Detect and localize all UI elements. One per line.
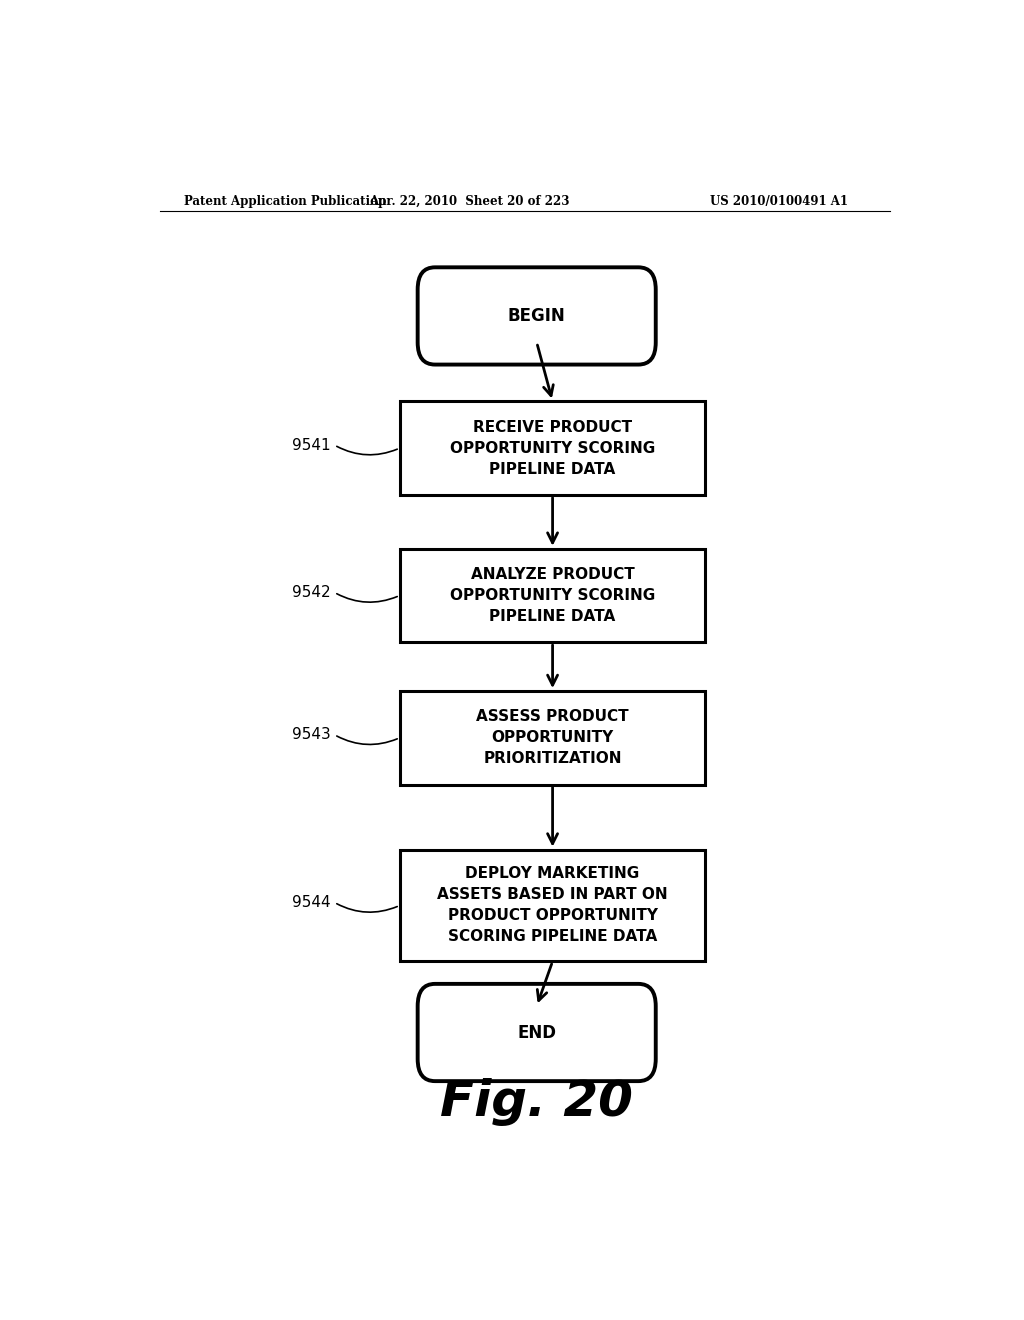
Text: Fig. 20: Fig. 20 bbox=[440, 1077, 633, 1126]
Text: ASSESS PRODUCT
OPPORTUNITY
PRIORITIZATION: ASSESS PRODUCT OPPORTUNITY PRIORITIZATIO… bbox=[476, 709, 629, 766]
Bar bbox=[399, 850, 706, 961]
Text: Apr. 22, 2010  Sheet 20 of 223: Apr. 22, 2010 Sheet 20 of 223 bbox=[369, 194, 569, 207]
Text: DEPLOY MARKETING
ASSETS BASED IN PART ON
PRODUCT OPPORTUNITY
SCORING PIPELINE DA: DEPLOY MARKETING ASSETS BASED IN PART ON… bbox=[437, 866, 668, 944]
Text: 9542: 9542 bbox=[292, 585, 331, 599]
Text: RECEIVE PRODUCT
OPPORTUNITY SCORING
PIPELINE DATA: RECEIVE PRODUCT OPPORTUNITY SCORING PIPE… bbox=[450, 420, 655, 477]
Text: END: END bbox=[517, 1023, 556, 1041]
Text: 9543: 9543 bbox=[292, 727, 331, 742]
Bar bbox=[399, 549, 706, 643]
Text: BEGIN: BEGIN bbox=[508, 308, 565, 325]
FancyArrowPatch shape bbox=[337, 904, 397, 912]
FancyBboxPatch shape bbox=[418, 983, 655, 1081]
FancyArrowPatch shape bbox=[337, 737, 397, 744]
Text: Patent Application Publication: Patent Application Publication bbox=[183, 194, 386, 207]
Text: 9541: 9541 bbox=[292, 437, 331, 453]
Text: US 2010/0100491 A1: US 2010/0100491 A1 bbox=[710, 194, 848, 207]
FancyArrowPatch shape bbox=[337, 446, 397, 455]
Bar bbox=[399, 401, 706, 495]
Bar bbox=[399, 690, 706, 784]
FancyArrowPatch shape bbox=[337, 594, 397, 602]
Text: ANALYZE PRODUCT
OPPORTUNITY SCORING
PIPELINE DATA: ANALYZE PRODUCT OPPORTUNITY SCORING PIPE… bbox=[450, 568, 655, 624]
Text: 9544: 9544 bbox=[292, 895, 331, 909]
FancyBboxPatch shape bbox=[418, 268, 655, 364]
